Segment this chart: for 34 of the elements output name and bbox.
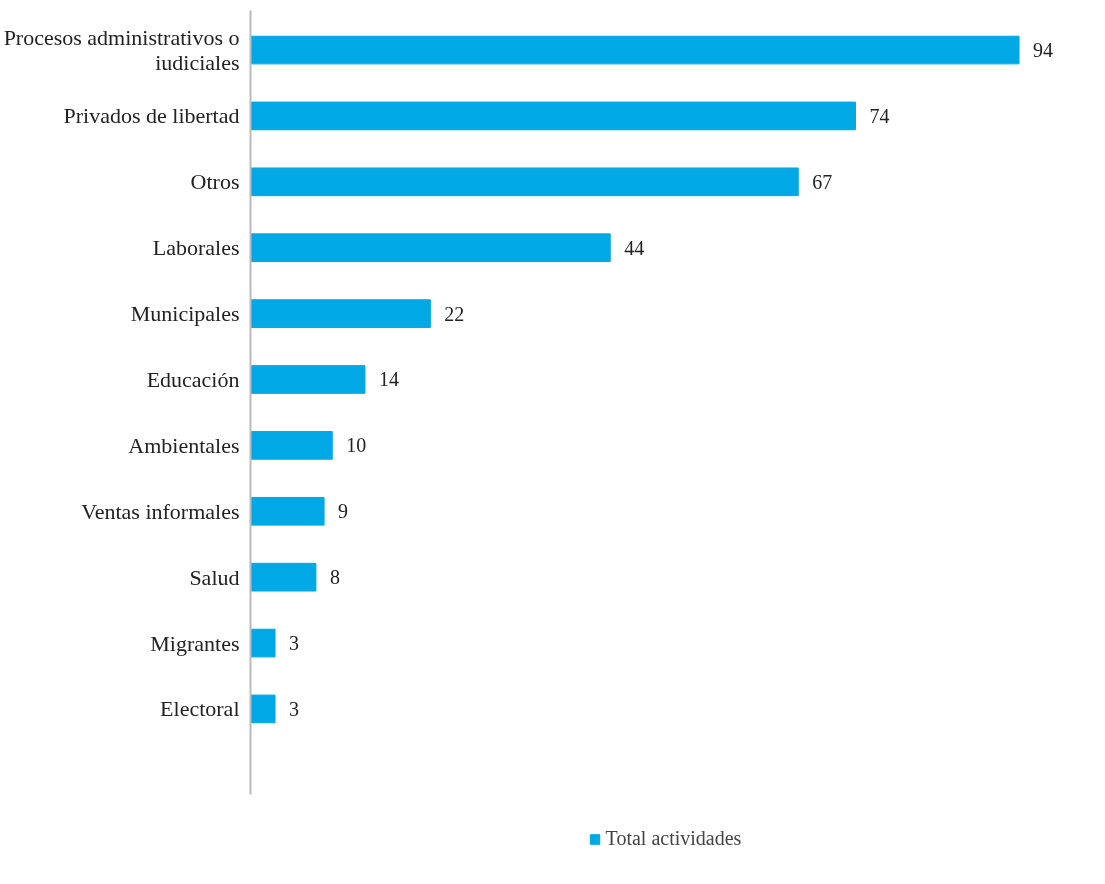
- data-label: 44: [624, 236, 645, 259]
- data-label: 22: [444, 302, 465, 325]
- legend-label: Total actividades: [605, 827, 742, 850]
- data-label: 74: [869, 104, 890, 127]
- data-label: 14: [378, 368, 399, 391]
- y-tick-label: Electoral: [160, 696, 240, 722]
- y-tick-label: Privados de libertad: [63, 103, 240, 129]
- y-tick-label: Otros: [190, 169, 240, 195]
- data-label: 3: [289, 632, 300, 655]
- y-tick-label: Educación: [146, 366, 240, 392]
- data-label: 8: [329, 566, 340, 589]
- y-tick-label: Ventas informales: [81, 498, 240, 524]
- bar: [250, 233, 611, 263]
- bar: [250, 694, 276, 724]
- bar: [250, 299, 431, 328]
- bar: [250, 167, 799, 197]
- bar: [250, 365, 366, 394]
- y-tick-label: Salud: [189, 564, 240, 590]
- y-tick-label: Procesos administrativos o iudiciales: [3, 25, 240, 76]
- bar: [250, 101, 856, 131]
- y-tick-label: Migrantes: [150, 630, 240, 656]
- data-label: 94: [1033, 39, 1054, 62]
- y-tick-label: Laborales: [152, 235, 240, 261]
- data-label: 10: [346, 434, 367, 457]
- y-tick-label: Ambientales: [128, 432, 240, 458]
- bar: [250, 496, 325, 526]
- bar: [250, 628, 276, 658]
- data-label: 9: [338, 500, 349, 523]
- data-label: 3: [289, 697, 300, 720]
- bar: [250, 562, 317, 592]
- bar: [250, 35, 1020, 65]
- bar: [250, 431, 333, 460]
- data-label: 67: [812, 170, 833, 193]
- y-tick-label: Municipales: [130, 301, 240, 327]
